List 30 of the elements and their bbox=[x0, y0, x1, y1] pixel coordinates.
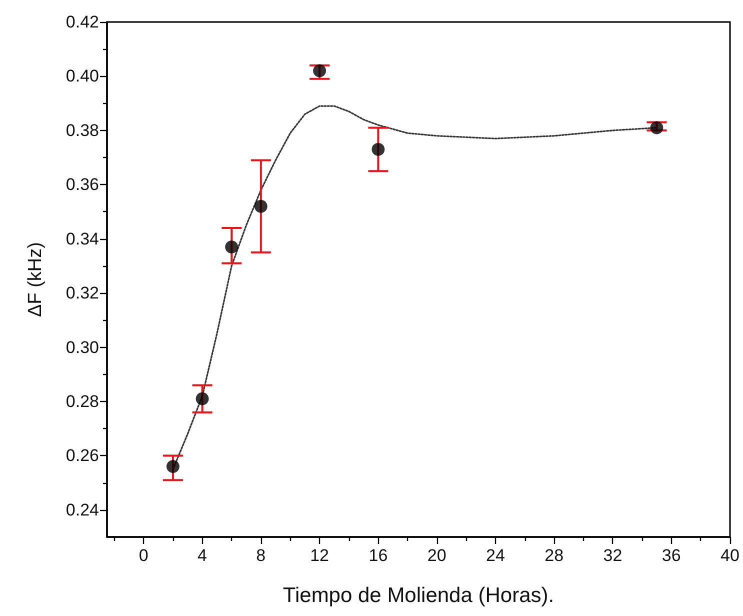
y-tick-label: 0.30 bbox=[66, 338, 99, 357]
x-tick-label: 24 bbox=[486, 546, 505, 565]
y-tick-label: 0.40 bbox=[66, 66, 99, 86]
y-axis-title: ΔF (kHz) bbox=[25, 242, 46, 317]
y-tick-label: 0.26 bbox=[66, 446, 99, 466]
x-tick-label: 16 bbox=[368, 546, 388, 565]
y-tick-label: 0.28 bbox=[66, 392, 99, 411]
y-tick-label: 0.34 bbox=[66, 229, 99, 248]
x-tick-label: 0 bbox=[138, 546, 148, 565]
point bbox=[372, 142, 385, 156]
y-tick-label: 0.36 bbox=[66, 175, 99, 194]
x-tick-label: 36 bbox=[662, 546, 681, 565]
x-tick-label: 12 bbox=[310, 546, 330, 565]
x-tick-label: 40 bbox=[720, 546, 740, 565]
point bbox=[313, 64, 326, 78]
point bbox=[166, 460, 180, 474]
y-tick-label: 0.32 bbox=[66, 284, 99, 303]
x-tick-label: 28 bbox=[544, 546, 564, 565]
point bbox=[225, 240, 238, 254]
y-tick-label: 0.24 bbox=[66, 500, 99, 520]
x-tick-label: 8 bbox=[256, 546, 266, 565]
x-axis-title: Tiempo de Molienda (Horas). bbox=[282, 584, 554, 607]
point bbox=[196, 392, 209, 406]
x-tick-label: 4 bbox=[198, 546, 208, 565]
x-tick-label: 20 bbox=[427, 546, 446, 565]
x-tick-label: 32 bbox=[603, 546, 622, 565]
point bbox=[254, 200, 268, 213]
y-tick-label: 0.38 bbox=[66, 120, 99, 140]
point bbox=[650, 121, 664, 134]
y-tick-label: 0.42 bbox=[66, 12, 99, 32]
